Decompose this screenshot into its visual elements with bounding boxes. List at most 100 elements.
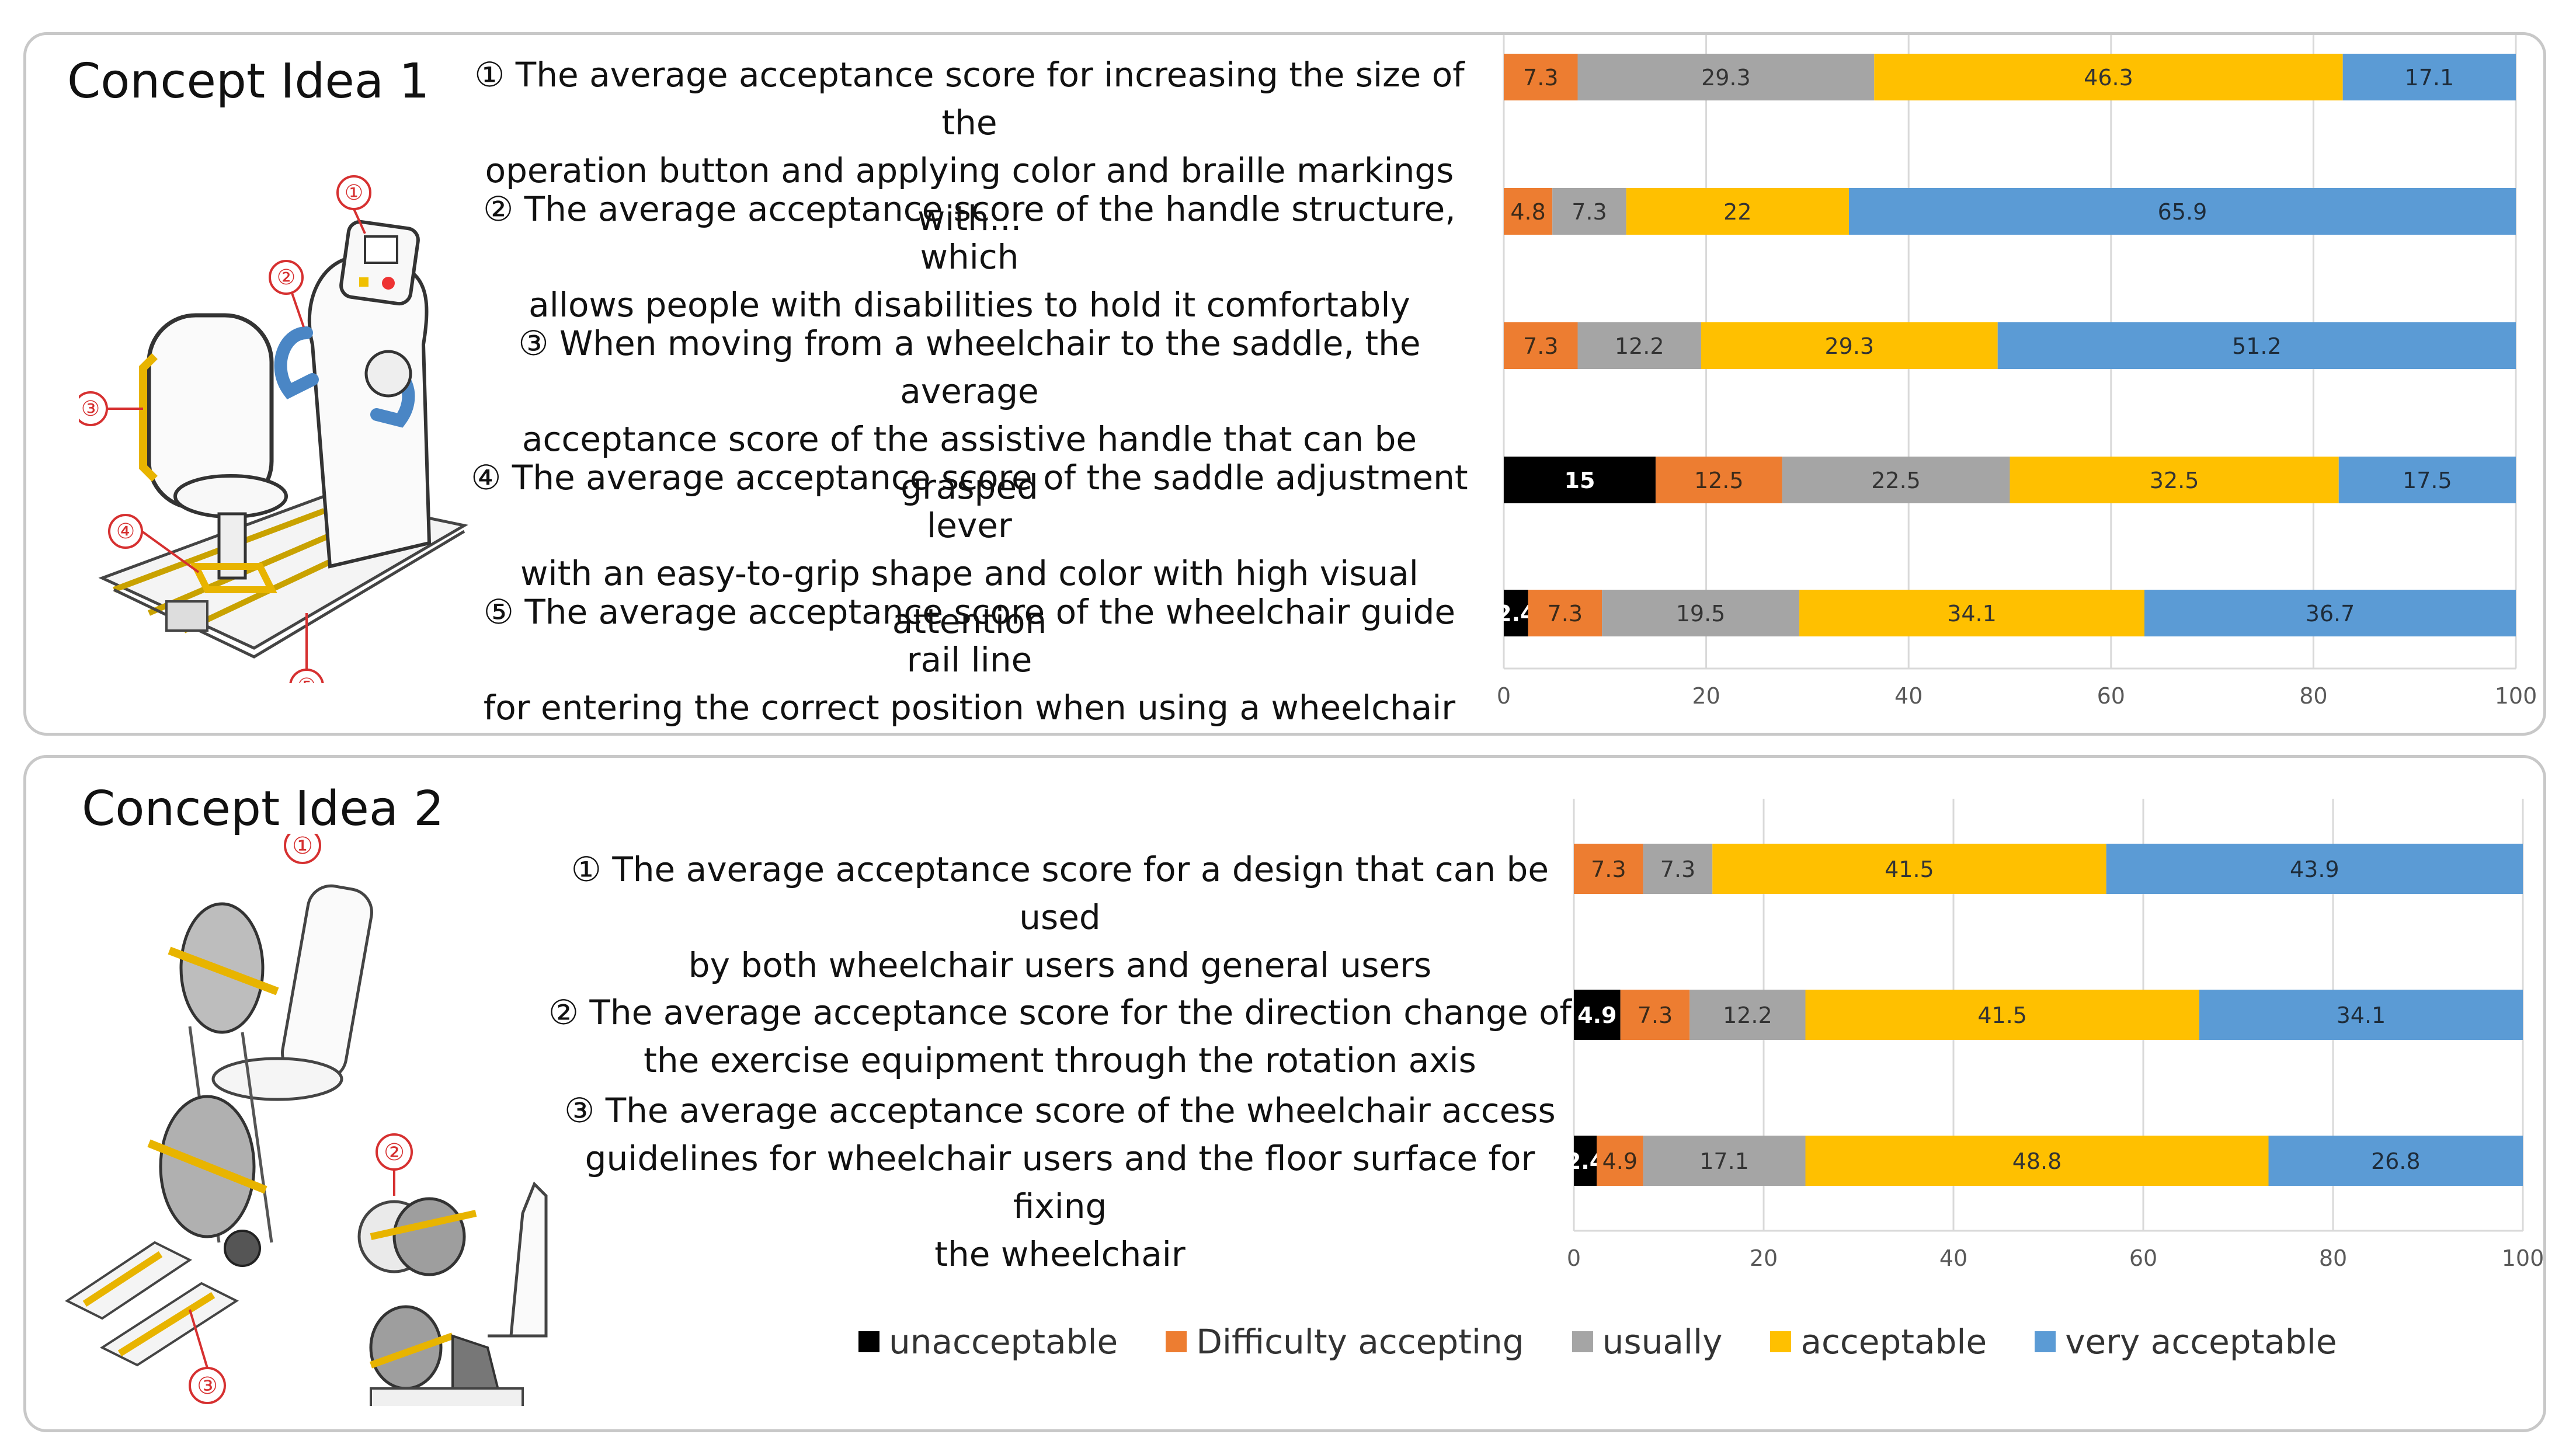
question-1: ① The average acceptance score for a des… (540, 845, 1580, 989)
data-label: 15 (1565, 468, 1595, 493)
question-3: ③ The average acceptance score of the wh… (540, 1087, 1580, 1278)
x-tick-label: 100 (2495, 683, 2537, 709)
data-label: 29.3 (1825, 333, 1875, 359)
question-line: operation button and applying color and … (485, 151, 1454, 238)
data-label: 4.8 (1510, 199, 1545, 225)
bar-segment (2010, 457, 2339, 503)
question-line: ② The average acceptance score for the d… (548, 993, 1572, 1032)
data-label: 29.3 (1701, 65, 1751, 90)
question-line: for entering the correct position when u… (483, 688, 1456, 728)
bar-segment (1504, 54, 1578, 100)
callout-marker: ② (277, 266, 296, 290)
bar-segment (2268, 1136, 2523, 1186)
legend-swatch (1166, 1331, 1187, 1352)
bar-segment (1577, 322, 1701, 369)
question-5: ⑤ The average acceptance score of the wh… (453, 588, 1486, 732)
data-label: 34.1 (2337, 1003, 2386, 1028)
bar-segment (2106, 844, 2523, 894)
bar-segment (1574, 990, 1621, 1040)
data-label: 12.2 (1615, 333, 1664, 359)
bar-segment (1712, 844, 2106, 894)
bar-segment (1782, 457, 2010, 503)
x-tick-label: 80 (2319, 1245, 2347, 1271)
data-label: 4.9 (1577, 1003, 1616, 1028)
concept-1-stacked-bar-chart: 02040608010007.329.346.317.104.87.32265.… (1496, 35, 2537, 709)
legend-label: very acceptable (2065, 1322, 2337, 1362)
concept-2-stacked-bar-chart: 02040608010007.37.341.543.94.97.312.241.… (1566, 799, 2544, 1271)
bar-segment (1805, 990, 2199, 1040)
legend-item-very-acceptable: very acceptable (2035, 1322, 2337, 1362)
bar-segment (2342, 54, 2516, 100)
data-label: 7.3 (1660, 857, 1695, 882)
data-label: 26.8 (2371, 1148, 2421, 1174)
chart-legend: unacceptable Difficulty accepting usuall… (858, 1322, 2385, 1362)
x-tick-label: 40 (1939, 1245, 1967, 1271)
bar-segment (1504, 590, 1528, 636)
callout-marker: ③ (197, 1373, 218, 1400)
question-line: the wheelchair (934, 1234, 1186, 1274)
question-line: by both wheelchair users and general use… (688, 945, 1432, 985)
data-label: 12.2 (1723, 1003, 1772, 1028)
question-line: ④ The average acceptance score of the sa… (471, 458, 1468, 545)
question-line: guidelines for wheelchair users and the … (585, 1139, 1535, 1226)
bar-segment (1799, 590, 2144, 636)
x-tick-label: 20 (1692, 683, 1720, 709)
question-line: ① The average acceptance score for incre… (474, 55, 1465, 142)
callout-marker: ① (345, 181, 363, 205)
bar-segment (2199, 990, 2523, 1040)
callout-marker: ④ (116, 520, 135, 544)
bar-segment (1874, 54, 2343, 100)
data-label: 46.3 (2084, 65, 2133, 90)
x-tick-label: 0 (1497, 683, 1511, 709)
x-tick-label: 60 (2129, 1245, 2157, 1271)
question-3: ③ When moving from a wheelchair to the s… (453, 319, 1486, 511)
legend-label: acceptable (1800, 1322, 1987, 1362)
x-tick-label: 40 (1894, 683, 1923, 709)
bar-segment (1689, 990, 1806, 1040)
bar-segment (1574, 1136, 1597, 1186)
question-4: ④ The average acceptance score of the sa… (453, 454, 1486, 645)
bar-segment (1602, 590, 1800, 636)
bar-segment (1805, 1136, 2269, 1186)
bar-segment (1997, 322, 2516, 369)
data-label: 17.1 (1699, 1148, 1749, 1174)
data-label: 32.5 (2150, 468, 2199, 493)
legend-item-difficulty: Difficulty accepting (1166, 1322, 1524, 1362)
bar-segment (1643, 844, 1713, 894)
data-label: 4.9 (1602, 1148, 1638, 1174)
bar-segment (1528, 590, 1602, 636)
bar-segment (1597, 1136, 1643, 1186)
data-label: 17.1 (2405, 65, 2455, 90)
question-line: with an easy-to-grip shape and color wit… (520, 554, 1419, 641)
x-tick-label: 100 (2502, 1245, 2544, 1271)
concept-2-machine-illustration: ① ② ③ (65, 834, 548, 1406)
data-label: 12.5 (1694, 468, 1744, 493)
callout-marker: ② (384, 1139, 405, 1166)
bar-segment (1574, 844, 1643, 894)
data-label: 41.5 (1885, 857, 1934, 882)
bar-segment (1620, 990, 1690, 1040)
question-2: ② The average acceptance score for the d… (540, 988, 1580, 1084)
legend-item-unacceptable: unacceptable (858, 1322, 1118, 1362)
data-label: 43.9 (2290, 857, 2339, 882)
bar-segment (1504, 457, 1656, 503)
data-label: 17.5 (2403, 468, 2452, 493)
x-tick-label: 60 (2097, 683, 2125, 709)
question-1: ① The average acceptance score for incre… (453, 51, 1486, 242)
data-label: 7.3 (1523, 333, 1558, 359)
callout-marker: ① (292, 834, 313, 859)
bar-segment (1504, 322, 1578, 369)
question-line: ③ When moving from a wheelchair to the s… (518, 323, 1421, 411)
bar-segment (1701, 322, 1998, 369)
legend-item-usually: usually (1572, 1322, 1722, 1362)
legend-swatch (1572, 1331, 1593, 1352)
data-label: 7.3 (1638, 1003, 1673, 1028)
data-label: 7.3 (1523, 65, 1558, 90)
concept-idea-2-panel: Concept Idea 2 ① (23, 755, 2546, 1432)
bar-segment (1626, 188, 1849, 235)
legend-swatch (1770, 1331, 1792, 1352)
data-label: 7.3 (1572, 199, 1607, 225)
question-line: ③ The average acceptance score of the wh… (564, 1091, 1556, 1130)
data-label: 19.5 (1676, 601, 1726, 626)
data-label: 22.5 (1871, 468, 1921, 493)
